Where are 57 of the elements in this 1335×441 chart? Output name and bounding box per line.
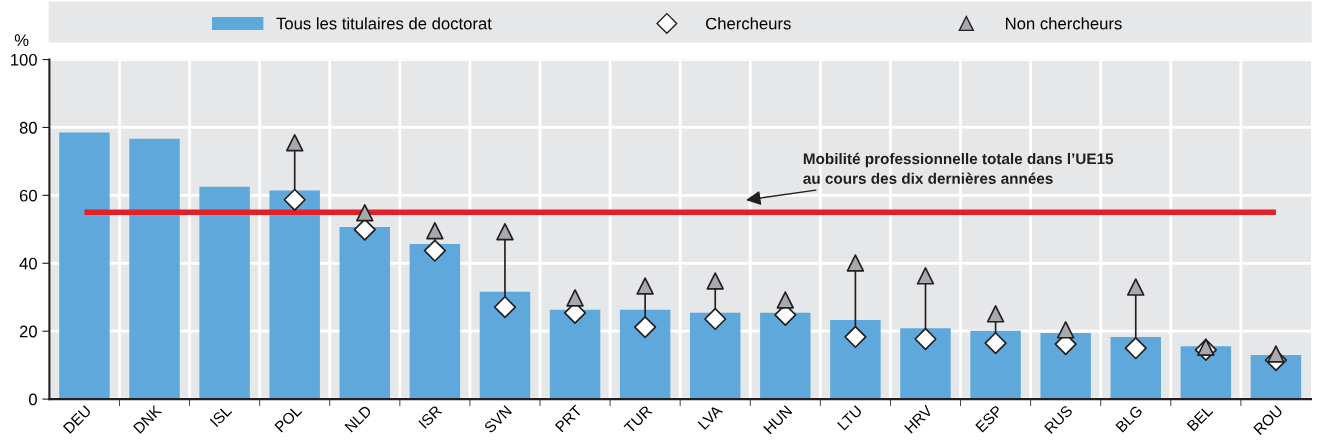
- bar: [760, 312, 811, 400]
- legend-label: Chercheurs: [706, 17, 791, 30]
- legend-label: Tous les titulaires de doctorat: [276, 17, 492, 30]
- y-tick-label: 80: [19, 121, 37, 134]
- point: [914, 327, 937, 351]
- bar: [619, 309, 671, 400]
- point: [493, 295, 517, 319]
- point: [634, 315, 657, 339]
- point: [566, 289, 584, 307]
- point: [986, 305, 1005, 323]
- bar: [59, 132, 110, 400]
- y-axis-title: %: [14, 34, 29, 46]
- y-tick-label: 0: [28, 393, 37, 406]
- y-tick-label: 20: [19, 325, 37, 338]
- x-tick-label: ISL: [209, 404, 233, 428]
- bar: [129, 138, 180, 400]
- point: [426, 221, 444, 240]
- bar: [269, 190, 320, 400]
- point: [776, 291, 795, 309]
- bar: [479, 291, 531, 400]
- x-tick-label: LVA: [697, 404, 724, 430]
- bar: [1180, 346, 1232, 400]
- bar: [1110, 336, 1161, 400]
- point: [704, 307, 727, 331]
- point: [423, 239, 447, 262]
- bar: [339, 226, 391, 400]
- bar: [1040, 332, 1091, 400]
- bar: [199, 186, 250, 400]
- x-tick-label: TUR: [623, 404, 653, 434]
- x-tick-label: POL: [274, 404, 303, 433]
- point: [636, 277, 654, 295]
- bar: [549, 309, 601, 400]
- point: [496, 222, 514, 241]
- ref-line-label: Mobilité professionnelle totale dans l’UE15 au cours des dix dernières années: [803, 152, 1114, 184]
- point: [285, 133, 304, 152]
- x-tick-label: ISR: [418, 404, 443, 429]
- bar: [900, 328, 951, 400]
- x-tick-label: BEL: [1186, 404, 1214, 432]
- point: [353, 218, 376, 241]
- bar: [830, 319, 881, 400]
- legend-label: Non chercheurs: [1006, 17, 1122, 30]
- point: [1126, 278, 1145, 296]
- point: [916, 267, 935, 285]
- point: [1056, 321, 1075, 339]
- bar: [689, 312, 741, 400]
- point: [984, 331, 1007, 355]
- point: [844, 325, 867, 349]
- point: [706, 272, 724, 290]
- bar: [970, 330, 1021, 400]
- point: [1124, 337, 1147, 360]
- y-tick-label: 60: [19, 189, 37, 202]
- y-tick-label: 100: [11, 53, 37, 66]
- point: [283, 188, 306, 211]
- y-tick-label: 40: [19, 257, 37, 270]
- bar: [409, 243, 461, 400]
- point: [846, 254, 865, 272]
- point: [356, 203, 374, 222]
